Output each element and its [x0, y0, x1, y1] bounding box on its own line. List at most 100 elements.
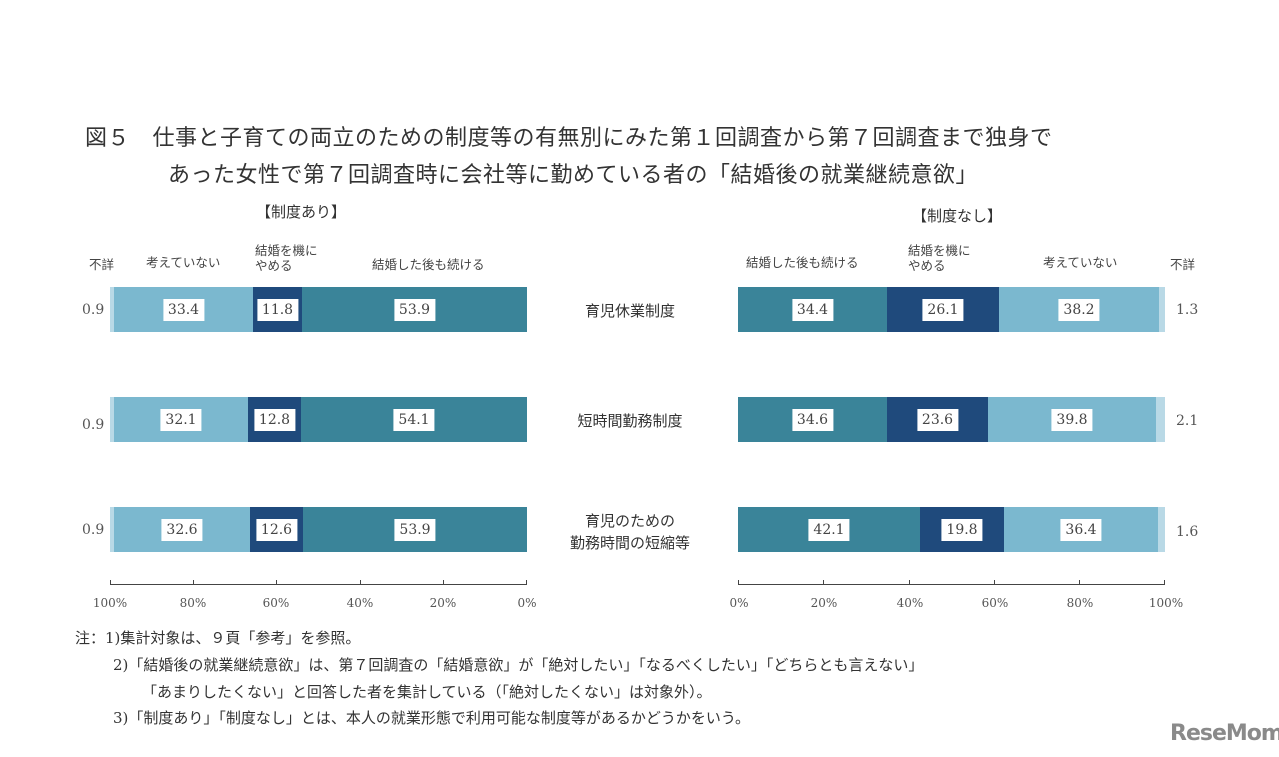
- value-label: 36.4: [1060, 518, 1102, 541]
- right-legend-quit-line1: 結婚を機に: [908, 243, 971, 258]
- left-seg-unknown: [110, 397, 114, 442]
- left-bar-row-2: 32.1 12.8 54.1: [110, 397, 527, 442]
- right-bar-row-1: 34.4 26.1 38.2: [738, 287, 1165, 332]
- right-seg-unknown: [1158, 507, 1165, 552]
- category-label-3: 育児のための 勤務時間の短縮等: [545, 510, 715, 554]
- right-tick-label: 20%: [810, 596, 838, 610]
- right-unknown-label: 1.3: [1176, 302, 1199, 318]
- right-legend-quit: 結婚を機に やめる: [908, 243, 971, 273]
- right-seg-not-thinking: 39.8: [988, 397, 1156, 442]
- value-label: 19.8: [941, 518, 983, 541]
- right-tick-label: 0%: [729, 596, 749, 610]
- right-tick-label: 100%: [1148, 596, 1184, 610]
- right-seg-continue: 34.6: [738, 397, 887, 442]
- value-label: 53.9: [394, 518, 436, 541]
- note-1: 注：1)集計対象は、９頁「参考」を参照。: [75, 629, 361, 647]
- category-line: 勤務時間の短縮等: [569, 534, 690, 552]
- axis-tick: [193, 580, 194, 585]
- value-label: 12.6: [255, 518, 298, 541]
- category-label-2: 短時間勤務制度: [545, 410, 715, 432]
- left-panel-title: 【制度あり】: [256, 203, 347, 221]
- note-2: 2)「結婚後の就業継続意欲」は、第７回調査の「結婚意欲」が「絶対したい」「なるべ…: [113, 656, 924, 674]
- axis-tick: [110, 580, 111, 585]
- left-tick-label: 80%: [179, 596, 207, 610]
- right-unknown-label: 1.6: [1176, 524, 1199, 540]
- left-legend-not-thinking: 考えていない: [146, 255, 221, 270]
- right-tick-label: 40%: [896, 596, 924, 610]
- category-label-1: 育児休業制度: [545, 300, 715, 322]
- figure-title-line1: 図５ 仕事と子育ての両立のための制度等の有無別にみた第１回調査から第７回調査まで…: [85, 126, 1053, 151]
- value-label: 34.4: [791, 298, 834, 321]
- right-seg-unknown: [1156, 397, 1165, 442]
- right-seg-continue: 34.4: [738, 287, 887, 332]
- axis-tick: [443, 580, 444, 585]
- left-seg-quit: 11.8: [253, 287, 302, 332]
- right-seg-quit: 26.1: [887, 287, 999, 332]
- right-seg-continue: 42.1: [738, 507, 920, 552]
- value-label: 34.6: [791, 408, 834, 431]
- left-seg-not-thinking: 33.4: [114, 287, 253, 332]
- right-legend-quit-line2: やめる: [908, 258, 946, 273]
- left-unknown-label: 0.9: [82, 417, 105, 433]
- axis-tick: [909, 580, 910, 585]
- axis-tick: [276, 580, 277, 585]
- left-legend-unknown: 不詳: [89, 257, 115, 272]
- left-bar-row-3: 32.6 12.6 53.9: [110, 507, 527, 552]
- value-label: 11.8: [256, 298, 299, 321]
- axis-tick: [1164, 580, 1165, 585]
- right-legend-unknown: 不詳: [1170, 257, 1196, 272]
- value-label: 32.1: [160, 408, 202, 431]
- left-seg-not-thinking: 32.1: [114, 397, 248, 442]
- axis-tick: [738, 580, 739, 585]
- left-seg-continue: 54.1: [301, 397, 527, 442]
- category-line: 短時間勤務制度: [577, 412, 683, 430]
- left-tick-label: 40%: [346, 596, 374, 610]
- right-legend-not-thinking: 考えていない: [1043, 255, 1118, 270]
- right-seg-quit: 19.8: [920, 507, 1004, 552]
- right-seg-not-thinking: 38.2: [999, 287, 1159, 332]
- value-label: 26.1: [922, 298, 964, 321]
- left-seg-continue: 53.9: [303, 507, 527, 552]
- category-line: 育児のための: [584, 512, 675, 530]
- left-tick-label: 0%: [517, 596, 537, 610]
- right-bar-row-2: 34.6 23.6 39.8: [738, 397, 1165, 442]
- axis-tick: [994, 580, 995, 585]
- note-2-cont: 「あまりしたくない」と回答した者を集計している（「絶対したくない」は対象外）。: [142, 683, 712, 701]
- resemom-logo: ReseMom: [1170, 721, 1279, 746]
- left-tick-label: 60%: [262, 596, 290, 610]
- left-tick-label: 20%: [429, 596, 457, 610]
- left-seg-continue: 53.9: [302, 287, 527, 332]
- value-label: 39.8: [1051, 408, 1093, 431]
- category-line: 育児休業制度: [584, 302, 675, 320]
- left-seg-not-thinking: 32.6: [114, 507, 250, 552]
- axis-tick: [360, 580, 361, 585]
- axis-tick: [526, 580, 527, 585]
- left-legend-quit-line2: やめる: [255, 258, 293, 273]
- value-label: 38.2: [1058, 298, 1100, 321]
- left-legend-quit-line1: 結婚を機に: [255, 243, 318, 258]
- right-seg-quit: 23.6: [887, 397, 988, 442]
- right-bar-row-3: 42.1 19.8 36.4: [738, 507, 1165, 552]
- right-legend-continue: 結婚した後も続ける: [746, 255, 859, 270]
- right-panel-title: 【制度なし】: [912, 207, 1003, 225]
- value-label: 54.1: [393, 408, 435, 431]
- right-x-axis: [738, 584, 1165, 585]
- left-seg-quit: 12.8: [248, 397, 301, 442]
- left-seg-quit: 12.6: [250, 507, 303, 552]
- left-seg-unknown: [110, 287, 114, 332]
- left-legend-quit: 結婚を機に やめる: [255, 243, 318, 273]
- right-unknown-label: 2.1: [1176, 413, 1199, 429]
- axis-tick: [823, 580, 824, 585]
- right-seg-not-thinking: 36.4: [1004, 507, 1158, 552]
- left-bar-row-1: 33.4 11.8 53.9: [110, 287, 527, 332]
- value-label: 42.1: [808, 518, 850, 541]
- left-unknown-label: 0.9: [82, 522, 105, 538]
- left-seg-unknown: [110, 507, 114, 552]
- left-x-axis: [110, 584, 527, 585]
- value-label: 33.4: [162, 298, 205, 321]
- figure-title-line2: あった女性で第７回調査時に会社等に勤めている者の「結婚後の就業継続意欲」: [168, 163, 979, 188]
- value-label: 32.6: [161, 518, 203, 541]
- left-legend-continue: 結婚した後も続ける: [372, 257, 485, 272]
- left-unknown-label: 0.9: [82, 302, 105, 318]
- value-label: 12.8: [253, 408, 296, 431]
